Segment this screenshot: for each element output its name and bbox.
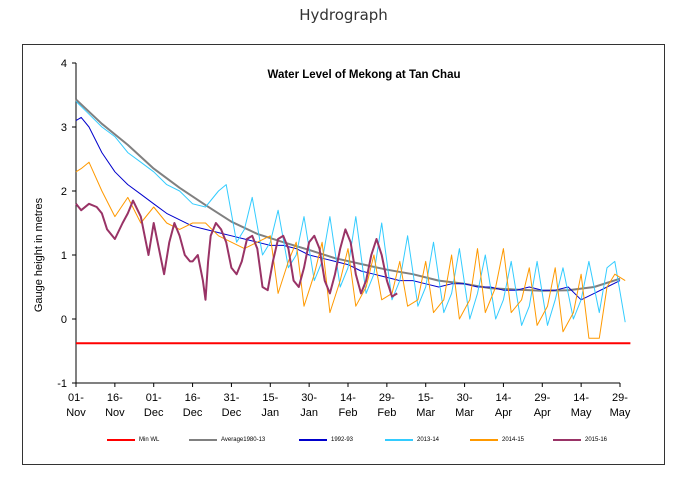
legend-item: 2015-16 [553,433,607,447]
x-tick-label: May [610,407,631,419]
x-tick-label: Apr [495,407,512,419]
series-lines [75,98,631,345]
y-tick-label: 4 [61,58,67,70]
y-axis-label: Gauge height in metres [33,197,45,312]
axes: -1 0 1 2 3 4 01- Nov 16- Nov 01- Dec 16- Dec 31- Dec 15-… [57,58,631,419]
legend-label: 1992-93 [331,437,354,443]
legend-label: Min WL [139,437,160,443]
y-tick-label: 1 [61,250,67,262]
x-tick-label: May [571,407,592,419]
legend-swatch [470,439,498,441]
legend-label: Average1980-13 [221,437,266,443]
legend-item: 1992-93 [299,433,353,447]
x-tick-label: 14- [340,392,356,404]
x-tick-label: Nov [66,407,86,419]
x-tick-label: Mar [416,407,435,419]
legend-label: 2014-15 [502,437,525,443]
x-tick-label: Apr [534,407,551,419]
x-tick-label: 30- [457,392,473,404]
legend-item: Min WL [107,433,159,447]
x-tick-label: Nov [105,407,125,419]
x-tick-label: 16- [185,392,201,404]
legend-item: Average1980-13 [189,433,265,447]
x-tick-label: Jan [261,407,279,419]
legend-swatch [385,439,413,441]
x-tick-label: 15- [262,392,278,404]
y-tick-label: 3 [61,122,67,134]
hydrograph-chart: Water Level of Mekong at Tan Chau Gauge … [33,58,631,419]
x-tick-label: 16- [107,392,123,404]
series-line-2015-16 [75,199,398,301]
series-line-2014-15 [75,161,626,339]
x-tick-label: Feb [339,407,358,419]
legend-item: 2013-14 [385,433,439,447]
x-tick-label: Dec [183,407,203,419]
legend-swatch [553,439,581,441]
x-tick-label: 29- [379,392,395,404]
x-tick-label: 31- [223,392,239,404]
chart-frame: Water Level of Mekong at Tan Chau Gauge … [22,44,665,465]
legend-swatch [107,439,135,441]
x-tick-label: Jan [300,407,318,419]
page-title: Hydrograph [299,6,388,24]
y-tick-label: 2 [61,186,67,198]
x-tick-label: 14- [495,392,511,404]
series-line-1992-93 [75,116,621,301]
x-tick-label: 29- [534,392,550,404]
x-tick-label: 01- [146,392,162,404]
y-tick-label: -1 [57,378,67,390]
x-tick-label: Mar [455,407,474,419]
x-tick-label: 30- [301,392,317,404]
chart-title: Water Level of Mekong at Tan Chau [268,69,461,81]
legend: Min WL Average1980-13 1992-93 2013-14 2014-1… [23,433,664,453]
x-tick-label: Dec [144,407,164,419]
x-tick-label: 01- [68,392,84,404]
series-line-average1980-13 [75,98,621,292]
legend-label: 2015-16 [585,437,608,443]
legend-swatch [299,439,327,441]
x-tick-label: Feb [377,407,396,419]
x-tick-label: 15- [418,392,434,404]
series-line-2013-14 [75,101,626,326]
y-tick-label: 0 [61,314,67,326]
x-tick-label: 29- [612,392,628,404]
legend-swatch [189,439,217,441]
x-tick-label: 14- [573,392,589,404]
legend-label: 2013-14 [417,437,440,443]
legend-item: 2014-15 [470,433,524,447]
x-tick-label: Dec [222,407,242,419]
